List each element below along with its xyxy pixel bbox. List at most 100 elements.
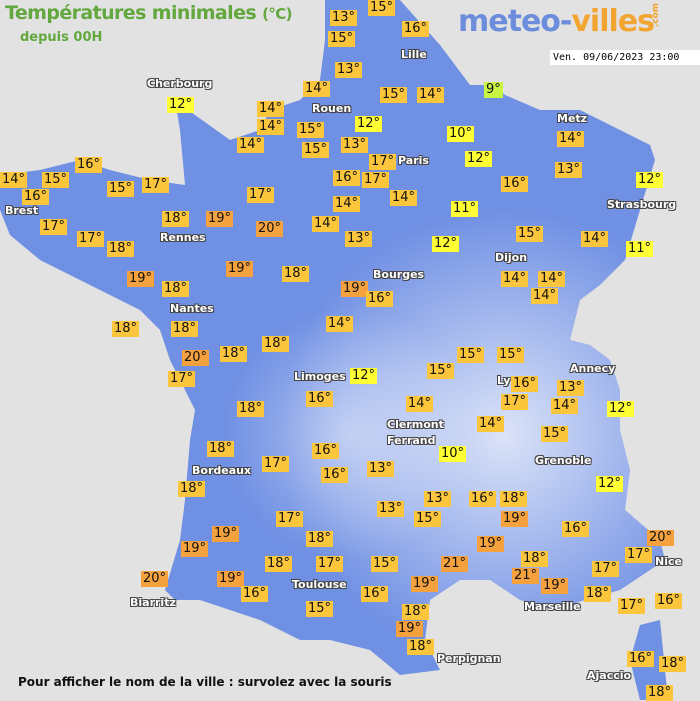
- temperature-badge[interactable]: 14°: [312, 216, 340, 232]
- temperature-badge[interactable]: 18°: [207, 441, 235, 457]
- temperature-badge[interactable]: 13°: [555, 162, 583, 178]
- temperature-badge[interactable]: 16°: [361, 586, 389, 602]
- temperature-badge[interactable]: 14°: [551, 398, 579, 414]
- city-label[interactable]: Brest: [5, 204, 39, 217]
- temperature-badge[interactable]: 14°: [531, 288, 559, 304]
- temperature-badge[interactable]: 15°: [368, 0, 396, 16]
- temperature-badge[interactable]: 14°: [303, 81, 331, 97]
- temperature-badge[interactable]: 14°: [557, 131, 585, 147]
- temperature-badge[interactable]: 17°: [262, 456, 290, 472]
- temperature-badge[interactable]: 15°: [497, 347, 525, 363]
- temperature-badge[interactable]: 20°: [647, 530, 675, 546]
- city-label[interactable]: Metz: [557, 112, 588, 125]
- temperature-badge[interactable]: 13°: [367, 461, 395, 477]
- city-label[interactable]: Cherbourg: [147, 77, 213, 90]
- temperature-badge[interactable]: 12°: [167, 97, 195, 113]
- temperature-badge[interactable]: 13°: [330, 10, 358, 26]
- temperature-badge[interactable]: 17°: [362, 172, 390, 188]
- city-label[interactable]: Ferrand: [387, 434, 436, 447]
- temperature-badge[interactable]: 18°: [162, 211, 190, 227]
- temperature-badge[interactable]: 16°: [562, 521, 590, 537]
- city-label[interactable]: Nice: [655, 555, 682, 568]
- temperature-badge[interactable]: 18°: [162, 281, 190, 297]
- temperature-badge[interactable]: 16°: [312, 443, 340, 459]
- temperature-badge[interactable]: 12°: [596, 476, 624, 492]
- temperature-badge[interactable]: 17°: [316, 556, 344, 572]
- temperature-badge[interactable]: 14°: [0, 172, 28, 188]
- temperature-badge[interactable]: 14°: [581, 231, 609, 247]
- temperature-badge[interactable]: 12°: [465, 151, 493, 167]
- temperature-badge[interactable]: 19°: [341, 281, 369, 297]
- temperature-badge[interactable]: 19°: [501, 511, 529, 527]
- temperature-badge[interactable]: 16°: [402, 21, 430, 37]
- city-label[interactable]: Limoges: [294, 370, 346, 383]
- temperature-badge[interactable]: 12°: [350, 368, 378, 384]
- temperature-badge[interactable]: 17°: [592, 561, 620, 577]
- temperature-badge[interactable]: 17°: [618, 598, 646, 614]
- temperature-badge[interactable]: 14°: [538, 271, 566, 287]
- temperature-badge[interactable]: 15°: [328, 31, 356, 47]
- temperature-badge[interactable]: 20°: [182, 350, 210, 366]
- city-label[interactable]: Rouen: [312, 102, 352, 115]
- city-label[interactable]: Ajaccio: [587, 669, 632, 682]
- temperature-badge[interactable]: 14°: [237, 137, 265, 153]
- temperature-badge[interactable]: 13°: [335, 62, 363, 78]
- temperature-badge[interactable]: 13°: [341, 137, 369, 153]
- temperature-badge[interactable]: 15°: [427, 363, 455, 379]
- city-label[interactable]: Grenoble: [535, 454, 592, 467]
- temperature-badge[interactable]: 16°: [306, 391, 334, 407]
- temperature-badge[interactable]: 13°: [557, 380, 585, 396]
- temperature-badge[interactable]: 19°: [217, 571, 245, 587]
- temperature-badge[interactable]: 19°: [212, 526, 240, 542]
- temperature-badge[interactable]: 19°: [181, 541, 209, 557]
- temperature-badge[interactable]: 14°: [257, 101, 285, 117]
- temperature-badge[interactable]: 18°: [521, 551, 549, 567]
- temperature-badge[interactable]: 18°: [262, 336, 290, 352]
- temperature-badge[interactable]: 12°: [432, 236, 460, 252]
- city-label[interactable]: Annecy: [570, 362, 616, 375]
- temperature-badge[interactable]: 11°: [451, 201, 479, 217]
- temperature-badge[interactable]: 9°: [484, 82, 503, 98]
- temperature-badge[interactable]: 18°: [112, 321, 140, 337]
- temperature-badge[interactable]: 15°: [380, 87, 408, 103]
- temperature-badge[interactable]: 19°: [396, 621, 424, 637]
- temperature-badge[interactable]: 19°: [127, 271, 155, 287]
- temperature-badge[interactable]: 13°: [377, 501, 405, 517]
- temperature-badge[interactable]: 15°: [457, 347, 485, 363]
- city-label[interactable]: Dijon: [495, 251, 528, 264]
- temperature-badge[interactable]: 14°: [477, 416, 505, 432]
- temperature-badge[interactable]: 20°: [141, 571, 169, 587]
- city-label[interactable]: Toulouse: [292, 578, 347, 591]
- temperature-badge[interactable]: 14°: [257, 119, 285, 135]
- temperature-badge[interactable]: 21°: [441, 556, 469, 572]
- temperature-badge[interactable]: 16°: [366, 291, 394, 307]
- temperature-badge[interactable]: 16°: [241, 586, 269, 602]
- temperature-badge[interactable]: 17°: [247, 187, 275, 203]
- temperature-badge[interactable]: 12°: [607, 401, 635, 417]
- temperature-badge[interactable]: 18°: [646, 685, 674, 701]
- temperature-badge[interactable]: 15°: [516, 226, 544, 242]
- temperature-badge[interactable]: 15°: [302, 142, 330, 158]
- temperature-badge[interactable]: 17°: [276, 511, 304, 527]
- temperature-badge[interactable]: 14°: [417, 87, 445, 103]
- temperature-badge[interactable]: 16°: [469, 491, 497, 507]
- temperature-badge[interactable]: 15°: [306, 601, 334, 617]
- temperature-badge[interactable]: 10°: [439, 446, 467, 462]
- temperature-badge[interactable]: 16°: [501, 176, 529, 192]
- temperature-badge[interactable]: 21°: [512, 568, 540, 584]
- temperature-badge[interactable]: 20°: [256, 221, 284, 237]
- temperature-badge[interactable]: 14°: [501, 271, 529, 287]
- city-label[interactable]: Rennes: [160, 231, 206, 244]
- temperature-badge[interactable]: 17°: [168, 371, 196, 387]
- city-label[interactable]: Lille: [401, 48, 427, 61]
- temperature-badge[interactable]: 18°: [659, 656, 687, 672]
- temperature-badge[interactable]: 18°: [306, 531, 334, 547]
- temperature-badge[interactable]: 15°: [107, 181, 135, 197]
- temperature-badge[interactable]: 18°: [171, 321, 199, 337]
- temperature-badge[interactable]: 18°: [500, 491, 528, 507]
- temperature-badge[interactable]: 13°: [424, 491, 452, 507]
- temperature-badge[interactable]: 14°: [406, 396, 434, 412]
- temperature-badge[interactable]: 19°: [411, 576, 439, 592]
- temperature-badge[interactable]: 14°: [326, 316, 354, 332]
- temperature-badge[interactable]: 19°: [477, 536, 505, 552]
